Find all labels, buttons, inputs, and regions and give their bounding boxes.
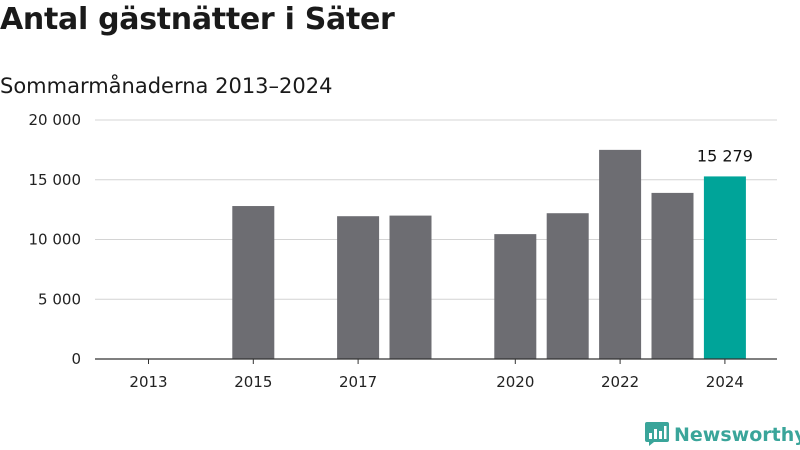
x-tick-label: 2020	[496, 373, 534, 391]
x-tick-label: 2017	[339, 373, 377, 391]
y-tick-label: 20 000	[29, 111, 82, 129]
brand-name: Newsworthy	[674, 424, 800, 446]
bar-chart: 0 5 000 10 000 15 000 20 000 2013 2015 2017 2020…	[29, 111, 777, 391]
x-tick-label: 2024	[706, 373, 744, 391]
y-tick-label: 5 000	[38, 290, 81, 308]
bar-2024	[703, 176, 746, 359]
chart-subtitle: Sommarmånaderna 2013–2024	[0, 74, 333, 98]
x-tick-label: 2022	[601, 373, 639, 391]
bar-2020	[494, 234, 537, 359]
bar-2015	[232, 206, 275, 359]
bar-2021	[546, 213, 589, 359]
bar-2017	[337, 216, 380, 359]
y-tick-label: 10 000	[29, 231, 82, 249]
bar-2018	[389, 215, 432, 359]
y-tick-label: 0	[71, 350, 81, 368]
bar-2023	[651, 192, 694, 359]
newsworthy-brand: Newsworthy	[644, 420, 800, 450]
chart-title: Antal gästnätter i Säter	[0, 2, 395, 37]
y-tick-label: 15 000	[29, 171, 82, 189]
bar-2022	[599, 149, 642, 359]
x-tick-label: 2013	[129, 373, 167, 391]
bar-value-label: 15 279	[697, 146, 753, 165]
newsworthy-logo-icon	[644, 420, 670, 450]
x-tick-label: 2015	[234, 373, 272, 391]
